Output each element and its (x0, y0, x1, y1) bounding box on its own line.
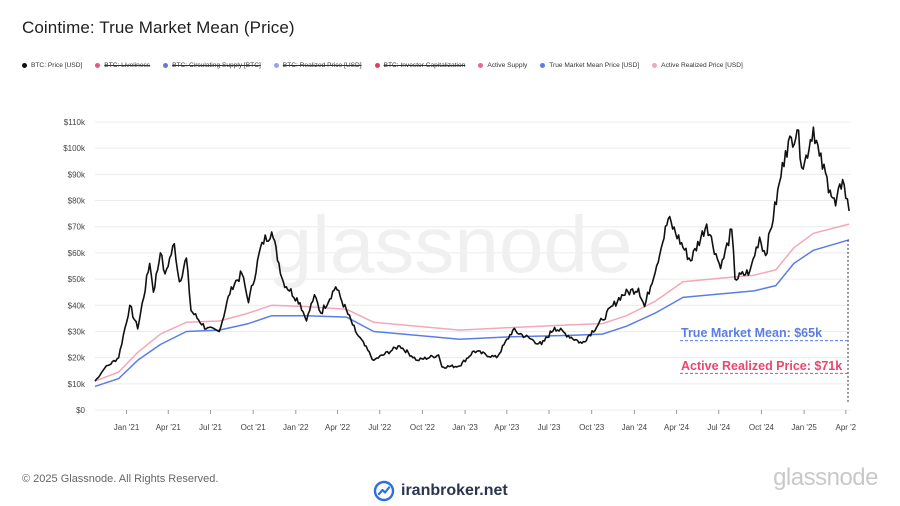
legend-label: True Market Mean Price [USD] (549, 62, 640, 69)
legend-label: BTC: Price [USD] (31, 62, 83, 69)
legend-swatch (273, 63, 279, 68)
legend-item[interactable]: BTC: Price [USD] (22, 62, 82, 69)
x-tick-label: Jul '21 (199, 423, 222, 432)
y-tick-label: $20k (68, 354, 86, 363)
y-tick-label: $70k (68, 223, 86, 232)
legend-label: BTC: Liveliness (104, 62, 151, 69)
site-logo-icon (373, 480, 395, 502)
annotations: True Market Mean: $65k Active Realized Pr… (680, 239, 849, 404)
series-line-1 (94, 239, 850, 388)
x-tick-label: Jan '23 (452, 423, 478, 432)
y-tick-label: $10k (68, 380, 86, 389)
x-tick-label: Jul '23 (538, 423, 561, 432)
legend-swatch (652, 63, 658, 68)
legend-item[interactable]: Active Realized Price [USD] (652, 62, 743, 69)
legend-item[interactable]: BTC: Investor Capitalization (374, 62, 466, 69)
series-line-2 (94, 223, 850, 382)
site-label: iranbroker.net (401, 482, 508, 499)
annotation-true-market-mean: True Market Mean: $65k (681, 326, 822, 340)
copyright: © 2025 Glassnode. All Rights Reserved. (22, 473, 219, 485)
y-axis: $0 $10k $20k $30k $40k $50k $60k $70k $80k $90k $1… (63, 118, 86, 415)
legend-label: BTC: Investor Capitalization (383, 62, 466, 69)
watermark: glassnode (268, 200, 633, 289)
legend-swatch (478, 63, 484, 68)
legend-swatch (540, 63, 546, 68)
site-watermark: iranbroker.net (373, 480, 508, 502)
annotation-active-realized: Active Realized Price: $71k (681, 359, 842, 373)
x-tick-label: Jan '21 (114, 423, 140, 432)
brand-logo: glassnode (773, 464, 878, 491)
legend-swatch (163, 63, 169, 68)
y-tick-label: $100k (63, 144, 86, 153)
legend-item[interactable]: BTC: Circulating Supply [BTC] (163, 62, 261, 69)
legend-label: Active Supply (487, 62, 528, 69)
x-tick-label: Jan '25 (791, 423, 817, 432)
legend-label: BTC: Circulating Supply [BTC] (172, 62, 261, 69)
legend-item[interactable]: BTC: Liveliness (95, 62, 150, 69)
legend-swatch (22, 63, 27, 68)
y-tick-label: $80k (68, 197, 86, 206)
x-tick-label: Apr '24 (664, 423, 690, 432)
series-layer (94, 126, 850, 388)
legend-item[interactable]: BTC: Realized Price [USD] (273, 62, 362, 69)
x-tick-label: Apr '22 (325, 423, 351, 432)
legend-item[interactable]: Active Supply (478, 62, 527, 69)
x-tick-label: Apr '2 (835, 423, 856, 432)
x-tick-label: Jul '24 (707, 423, 730, 432)
x-tick-label: Oct '24 (749, 423, 775, 432)
legend-item[interactable]: True Market Mean Price [USD] (540, 62, 639, 69)
legend-swatch (95, 63, 101, 68)
legend-label: BTC: Realized Price [USD] (282, 62, 362, 69)
y-tick-label: $40k (68, 301, 86, 310)
chart-title: Cointime: True Market Mean (Price) (22, 18, 295, 37)
x-tick-label: Apr '21 (156, 423, 182, 432)
x-tick-label: Oct '23 (579, 423, 605, 432)
x-tick-label: Jan '22 (283, 423, 309, 432)
x-tick-label: Oct '21 (241, 423, 267, 432)
legend-swatch (374, 63, 380, 68)
y-tick-label: $60k (68, 249, 86, 258)
y-tick-label: $90k (68, 170, 86, 179)
x-tick-label: Apr '23 (494, 423, 520, 432)
x-tick-label: Oct '22 (410, 423, 436, 432)
legend-label: Active Realized Price [USD] (661, 62, 743, 69)
y-tick-label: $50k (68, 275, 86, 284)
series-line-0 (94, 126, 850, 382)
legend: BTC: Price [USD] BTC: Liveliness BTC: Circ… (22, 62, 756, 69)
y-tick-label: $30k (68, 327, 86, 336)
x-axis: Jan '21 Apr '21 Jul '21 Oct '21 Jan '22 Apr '… (114, 410, 857, 432)
x-tick-label: Jul '22 (368, 423, 391, 432)
x-tick-label: Jan '24 (622, 423, 648, 432)
y-tick-label: $110k (64, 118, 86, 127)
y-tick-label: $0 (76, 406, 85, 415)
